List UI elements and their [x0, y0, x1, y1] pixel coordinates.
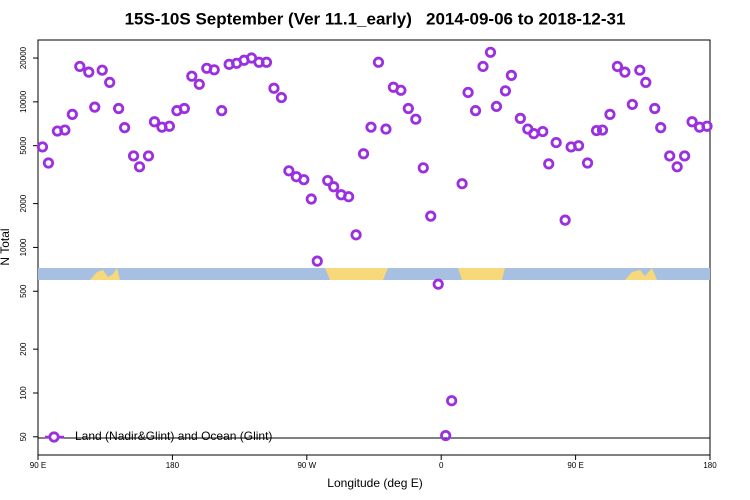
y-tick-label: 200: [19, 342, 28, 356]
y-tick-label: 500: [19, 284, 28, 298]
point: [208, 64, 220, 76]
y-tick-label: 20000: [19, 46, 28, 69]
point: [119, 122, 131, 134]
point: [590, 124, 603, 137]
plot-frame: [37, 39, 711, 456]
point: [572, 140, 585, 152]
chart-title: 15S-10S September (Ver 11.1_early) 2014-…: [125, 9, 626, 28]
point: [626, 98, 638, 111]
point: [186, 70, 198, 82]
point: [178, 102, 190, 115]
x-tick-label: 90 W: [297, 461, 316, 470]
point: [343, 191, 355, 203]
point: [380, 123, 392, 135]
point: [440, 429, 452, 442]
y-tick-label: 1000: [19, 238, 28, 256]
point: [113, 102, 125, 115]
point: [505, 69, 517, 81]
point: [446, 395, 458, 407]
point: [640, 76, 652, 89]
point: [514, 112, 526, 124]
point: [74, 60, 86, 73]
point: [66, 108, 78, 120]
y-axis-label: N Total: [0, 228, 12, 265]
point: [133, 161, 146, 173]
x-tick-label: 180: [166, 461, 180, 470]
point: [311, 255, 323, 267]
y-tick-label: 50: [19, 432, 28, 441]
point: [410, 113, 422, 125]
land-strip: [38, 268, 710, 280]
point: [686, 116, 698, 128]
point: [283, 165, 295, 177]
point: [499, 85, 512, 97]
point: [528, 128, 540, 140]
point: [36, 141, 49, 153]
point: [425, 210, 437, 222]
point: [462, 86, 474, 99]
point: [634, 64, 646, 76]
point: [328, 181, 340, 193]
y-tick-label: 5000: [19, 136, 28, 154]
x-tick-label: 90 E: [30, 461, 46, 470]
point: [163, 120, 176, 132]
point: [679, 150, 691, 162]
point: [596, 124, 609, 136]
point: [127, 150, 140, 162]
point: [484, 46, 497, 58]
point: [357, 148, 370, 160]
point: [664, 150, 676, 162]
point: [417, 162, 429, 174]
point: [456, 178, 468, 190]
point: [559, 214, 571, 226]
point: [89, 101, 101, 113]
point: [537, 125, 549, 138]
point: [402, 102, 414, 115]
x-axis-label: Longitude (deg E): [327, 476, 422, 490]
point: [148, 116, 161, 128]
point: [96, 64, 108, 76]
point: [550, 136, 562, 149]
point: [322, 174, 334, 187]
point: [543, 158, 555, 170]
point: [298, 174, 310, 186]
point: [350, 229, 362, 241]
point: [490, 100, 503, 113]
point: [432, 278, 444, 290]
point: [142, 150, 155, 162]
legend-label: Land (Nadir&Glint) and Ocean (Glint): [75, 429, 272, 443]
point: [59, 124, 71, 136]
point: [581, 157, 594, 169]
x-tick-label: 180: [703, 461, 717, 470]
point: [477, 60, 489, 73]
legend-marker: [48, 431, 60, 443]
point: [701, 120, 713, 132]
y-tick-label: 100: [19, 386, 28, 400]
point: [611, 60, 624, 73]
point: [365, 121, 377, 133]
point: [655, 122, 667, 134]
point: [469, 105, 482, 117]
y-tick-label: 10000: [19, 90, 28, 113]
point: [268, 82, 280, 94]
point: [649, 102, 661, 115]
point: [42, 157, 55, 169]
point: [395, 84, 407, 96]
point: [671, 161, 683, 173]
point: [216, 105, 228, 117]
point: [193, 78, 205, 90]
point: [260, 56, 273, 68]
point: [275, 91, 288, 104]
y-tick-label: 2000: [19, 194, 28, 212]
x-tick-label: 90 E: [567, 461, 583, 470]
point: [104, 76, 116, 89]
x-tick-label: 0: [439, 461, 444, 470]
point: [604, 108, 616, 120]
point: [305, 193, 317, 205]
point: [83, 66, 95, 78]
point: [372, 56, 385, 68]
point: [619, 66, 631, 78]
